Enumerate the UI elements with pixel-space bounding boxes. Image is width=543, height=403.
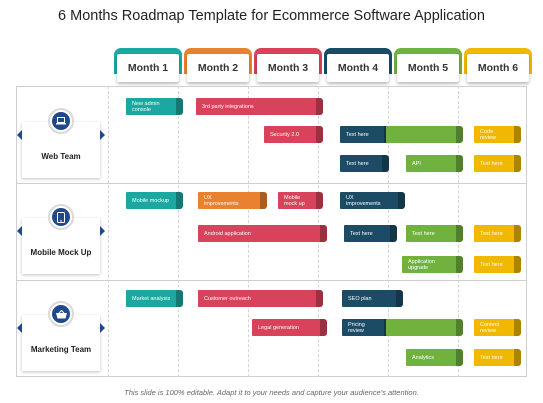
card-tab-right — [100, 226, 105, 236]
task-bar: Pricing review — [342, 319, 391, 336]
card-tab-right — [100, 130, 105, 140]
task-bar: Mobile mockup — [126, 192, 183, 209]
task-bar — [386, 126, 463, 143]
team-label: Mobile Mock Up — [30, 248, 92, 257]
task-label: 3rd party integrations — [202, 103, 254, 110]
task-bar: Legal generation — [252, 319, 327, 336]
task-bar: Customer outreach — [198, 290, 323, 307]
task-label: UX improvements — [346, 194, 381, 207]
task-bar: Content review — [474, 319, 521, 336]
task-bar — [386, 319, 463, 336]
task-label: Pricing review — [348, 321, 365, 334]
task-bar: Text here — [474, 225, 521, 242]
task-label: Text here — [346, 160, 369, 167]
row-separator — [16, 280, 527, 281]
task-label: Text here — [350, 230, 373, 237]
task-bar: Security 2.0 — [264, 126, 323, 143]
task-label: Legal generation — [258, 324, 299, 331]
task-bar: Application upgrade — [402, 256, 463, 273]
month-label: Month 1 — [117, 54, 179, 82]
task-label: Content review — [480, 321, 500, 334]
month-header-6: Month 6 — [464, 48, 532, 82]
team-card-mobile: Mobile Mock Up — [17, 218, 105, 274]
team-label: Marketing Team — [30, 345, 92, 354]
task-label: Text here — [480, 261, 503, 268]
task-label: SEO plan — [348, 295, 372, 302]
task-bar: Android application — [198, 225, 327, 242]
task-label: Text here — [412, 230, 435, 237]
card-tab-right — [100, 323, 105, 333]
task-bar: Text here — [340, 126, 391, 143]
roadmap-grid — [16, 86, 527, 377]
task-bar: Text here — [474, 155, 521, 172]
task-bar: SEO plan — [342, 290, 403, 307]
task-bar: New admin console — [126, 98, 183, 115]
task-label: Analytics — [412, 354, 435, 361]
task-bar: Market analysis — [126, 290, 183, 307]
task-label: Market analysis — [132, 295, 171, 302]
task-label: Mobile mock up — [284, 194, 305, 207]
card-tab-left — [17, 130, 22, 140]
row-separator — [16, 183, 527, 184]
task-bar: UX improvements — [340, 192, 405, 209]
card-tab-left — [17, 323, 22, 333]
task-bar: Mobile mock up — [278, 192, 323, 209]
task-bar: Text here — [474, 256, 521, 273]
task-label: Mobile mockup — [132, 197, 169, 204]
task-label: Text here — [480, 160, 503, 167]
card-tab-left — [17, 226, 22, 236]
task-label — [392, 319, 452, 336]
team-label: Web Team — [41, 152, 81, 161]
task-bar: Text here — [406, 225, 463, 242]
task-label: Application upgrade — [408, 258, 435, 271]
task-label: Code review — [480, 128, 496, 141]
month-label: Month 4 — [327, 54, 389, 82]
month-label: Month 5 — [397, 54, 459, 82]
month-label: Month 3 — [257, 54, 319, 82]
task-label: Text here — [346, 131, 369, 138]
task-label: Customer outreach — [204, 295, 251, 302]
month-label: Month 2 — [187, 54, 249, 82]
task-label — [392, 126, 452, 143]
month-header-5: Month 5 — [394, 48, 462, 82]
month-label: Month 6 — [467, 54, 529, 82]
task-bar: Text here — [344, 225, 397, 242]
month-header-2: Month 2 — [184, 48, 252, 82]
task-label: Text here — [480, 230, 503, 237]
task-label: Android application — [204, 230, 251, 237]
task-bar: Code review — [474, 126, 521, 143]
task-bar: 3rd party integrations — [196, 98, 323, 115]
task-label: New admin console — [132, 100, 160, 113]
grid-column-line — [108, 86, 109, 377]
task-bar: API — [406, 155, 463, 172]
task-bar: Analytics — [406, 349, 463, 366]
grid-column-line — [178, 86, 179, 377]
task-label: UX improvements — [204, 194, 239, 207]
mobile-phone-icon — [48, 204, 74, 230]
shopping-basket-icon — [48, 301, 74, 327]
footer-note: This slide is 100% editable. Adapt it to… — [124, 388, 419, 397]
task-bar: UX improvements — [198, 192, 267, 209]
month-header-4: Month 4 — [324, 48, 392, 82]
month-header-1: Month 1 — [114, 48, 182, 82]
task-label: Security 2.0 — [270, 131, 300, 138]
task-label: Text here — [480, 354, 503, 361]
task-label: API — [412, 160, 421, 167]
laptop-icon — [48, 108, 74, 134]
month-header-3: Month 3 — [254, 48, 322, 82]
task-bar: Text here — [340, 155, 389, 172]
task-bar: Text here — [474, 349, 521, 366]
page-title: 6 Months Roadmap Template for Ecommerce … — [58, 8, 485, 24]
